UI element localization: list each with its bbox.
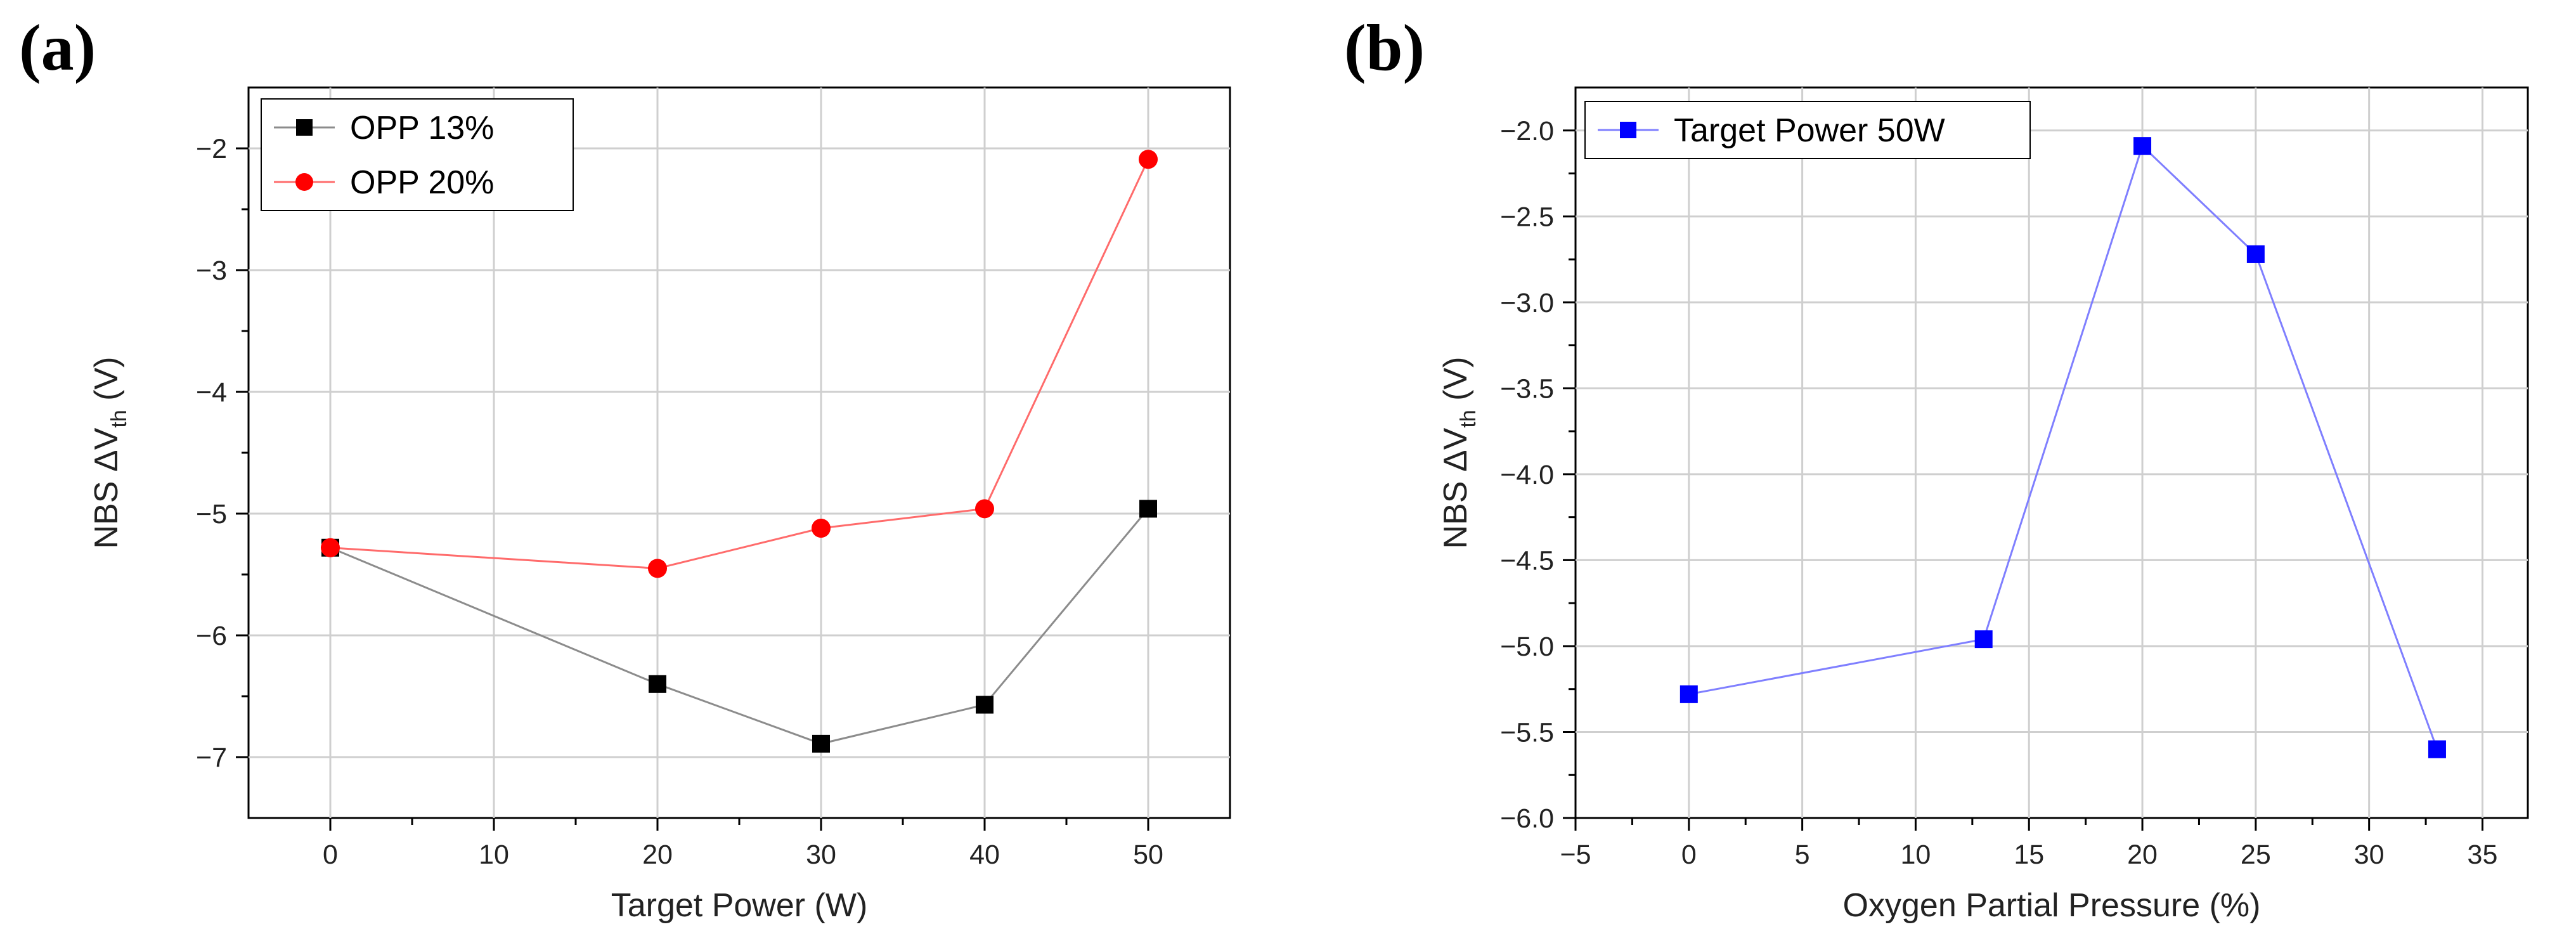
chart-panel-a: 0 10 20 30 40 50 −7 −6 −5 −4 −3 −2 Target Power (W)… bbox=[88, 86, 1231, 924]
y-axis-title-suffix-b: (V) bbox=[1437, 357, 1474, 410]
x-tick-label: 10 bbox=[1901, 840, 1931, 870]
data-point bbox=[2428, 740, 2446, 758]
y-tick-label: −3.0 bbox=[1500, 288, 1554, 318]
data-point bbox=[812, 519, 831, 538]
y-tick-label: −4 bbox=[196, 377, 227, 408]
y-tick-label: −2.5 bbox=[1500, 202, 1554, 232]
y-axis-title-a: NBS ΔVth (V) bbox=[88, 357, 131, 549]
legend-b: Target Power 50W bbox=[1584, 101, 2031, 159]
y-tick-label: −5.5 bbox=[1500, 717, 1554, 748]
ticks-a: 0 10 20 30 40 50 −7 −6 −5 −4 −3 −2 bbox=[196, 134, 1163, 870]
legend-box bbox=[1584, 101, 2031, 159]
panel-label-b: (b) bbox=[1344, 11, 1425, 84]
series-a bbox=[321, 150, 1158, 753]
y-tick-label: −7 bbox=[196, 743, 227, 773]
data-point bbox=[649, 675, 666, 693]
series-b bbox=[1680, 137, 2446, 758]
y-axis-title-prefix-a: NBS ΔV bbox=[88, 427, 125, 548]
y-tick-label: −2 bbox=[196, 134, 227, 164]
x-tick-label: 30 bbox=[2354, 840, 2385, 870]
chart-panel-b: −5 0 5 10 15 20 25 30 35 −6.0 −5.5 −5.0 −4.5 −4.0 −3.5… bbox=[1437, 86, 2529, 924]
x-tick-label: 20 bbox=[2127, 840, 2158, 870]
legend-marker bbox=[295, 173, 313, 191]
legend-a: OPP 13% OPP 20% bbox=[261, 98, 574, 211]
x-tick-label: 30 bbox=[806, 840, 836, 870]
y-tick-label: −6.0 bbox=[1500, 803, 1554, 834]
data-point bbox=[321, 538, 340, 557]
data-point bbox=[976, 696, 994, 714]
data-point bbox=[1974, 630, 1993, 649]
x-tick-label: 5 bbox=[1795, 840, 1810, 870]
y-axis-title-subscript-a: th bbox=[107, 410, 131, 427]
data-point bbox=[975, 499, 994, 519]
plot-frame-b bbox=[1574, 86, 2529, 819]
data-point bbox=[1139, 500, 1157, 518]
y-axis-title-suffix-a: (V) bbox=[88, 357, 125, 410]
x-axis-title-a: Target Power (W) bbox=[611, 887, 868, 924]
y-tick-label: −6 bbox=[196, 621, 227, 651]
legend-label: Target Power 50W bbox=[1674, 112, 1945, 149]
x-tick-label: 25 bbox=[2241, 840, 2271, 870]
x-tick-label: 0 bbox=[1681, 840, 1697, 870]
legend-box bbox=[261, 98, 574, 211]
data-point bbox=[2246, 245, 2265, 263]
x-tick-label: 40 bbox=[969, 840, 1000, 870]
legend-label: OPP 13% bbox=[350, 110, 494, 146]
y-tick-label: −3.5 bbox=[1500, 373, 1554, 404]
grid-b bbox=[1576, 88, 2528, 818]
x-tick-label: −5 bbox=[1560, 840, 1591, 870]
y-tick-label: −3 bbox=[196, 256, 227, 286]
y-tick-label: −4.0 bbox=[1500, 460, 1554, 490]
x-tick-label: 50 bbox=[1133, 840, 1163, 870]
y-axis-title-prefix-b: NBS ΔV bbox=[1437, 427, 1474, 548]
x-tick-label: 15 bbox=[2014, 840, 2044, 870]
data-point bbox=[1680, 685, 1698, 703]
x-tick-label: 35 bbox=[2468, 840, 2498, 870]
legend-label: OPP 20% bbox=[350, 164, 494, 201]
legend-marker bbox=[1620, 122, 1636, 138]
data-point bbox=[1139, 150, 1158, 169]
panel-label-a: (a) bbox=[19, 11, 96, 84]
x-tick-label: 0 bbox=[323, 840, 338, 870]
data-point bbox=[2133, 137, 2152, 155]
y-tick-label: −2.0 bbox=[1500, 116, 1554, 146]
y-axis-title-subscript-b: th bbox=[1456, 410, 1480, 427]
y-tick-label: −5.0 bbox=[1500, 632, 1554, 662]
x-tick-label: 20 bbox=[642, 840, 673, 870]
legend-marker bbox=[296, 119, 313, 136]
data-point bbox=[812, 734, 830, 753]
y-tick-label: −5 bbox=[196, 499, 227, 529]
y-axis-title-b: NBS ΔVth (V) bbox=[1437, 357, 1480, 549]
data-point bbox=[648, 559, 667, 578]
x-tick-label: 10 bbox=[479, 840, 509, 870]
ticks-b: −5 0 5 10 15 20 25 30 35 −6.0 −5.5 −5.0 −4.5 −4.0 −3.5… bbox=[1500, 116, 2497, 870]
x-axis-title-b: Oxygen Partial Pressure (%) bbox=[1843, 887, 2261, 924]
y-tick-label: −4.5 bbox=[1500, 545, 1554, 576]
